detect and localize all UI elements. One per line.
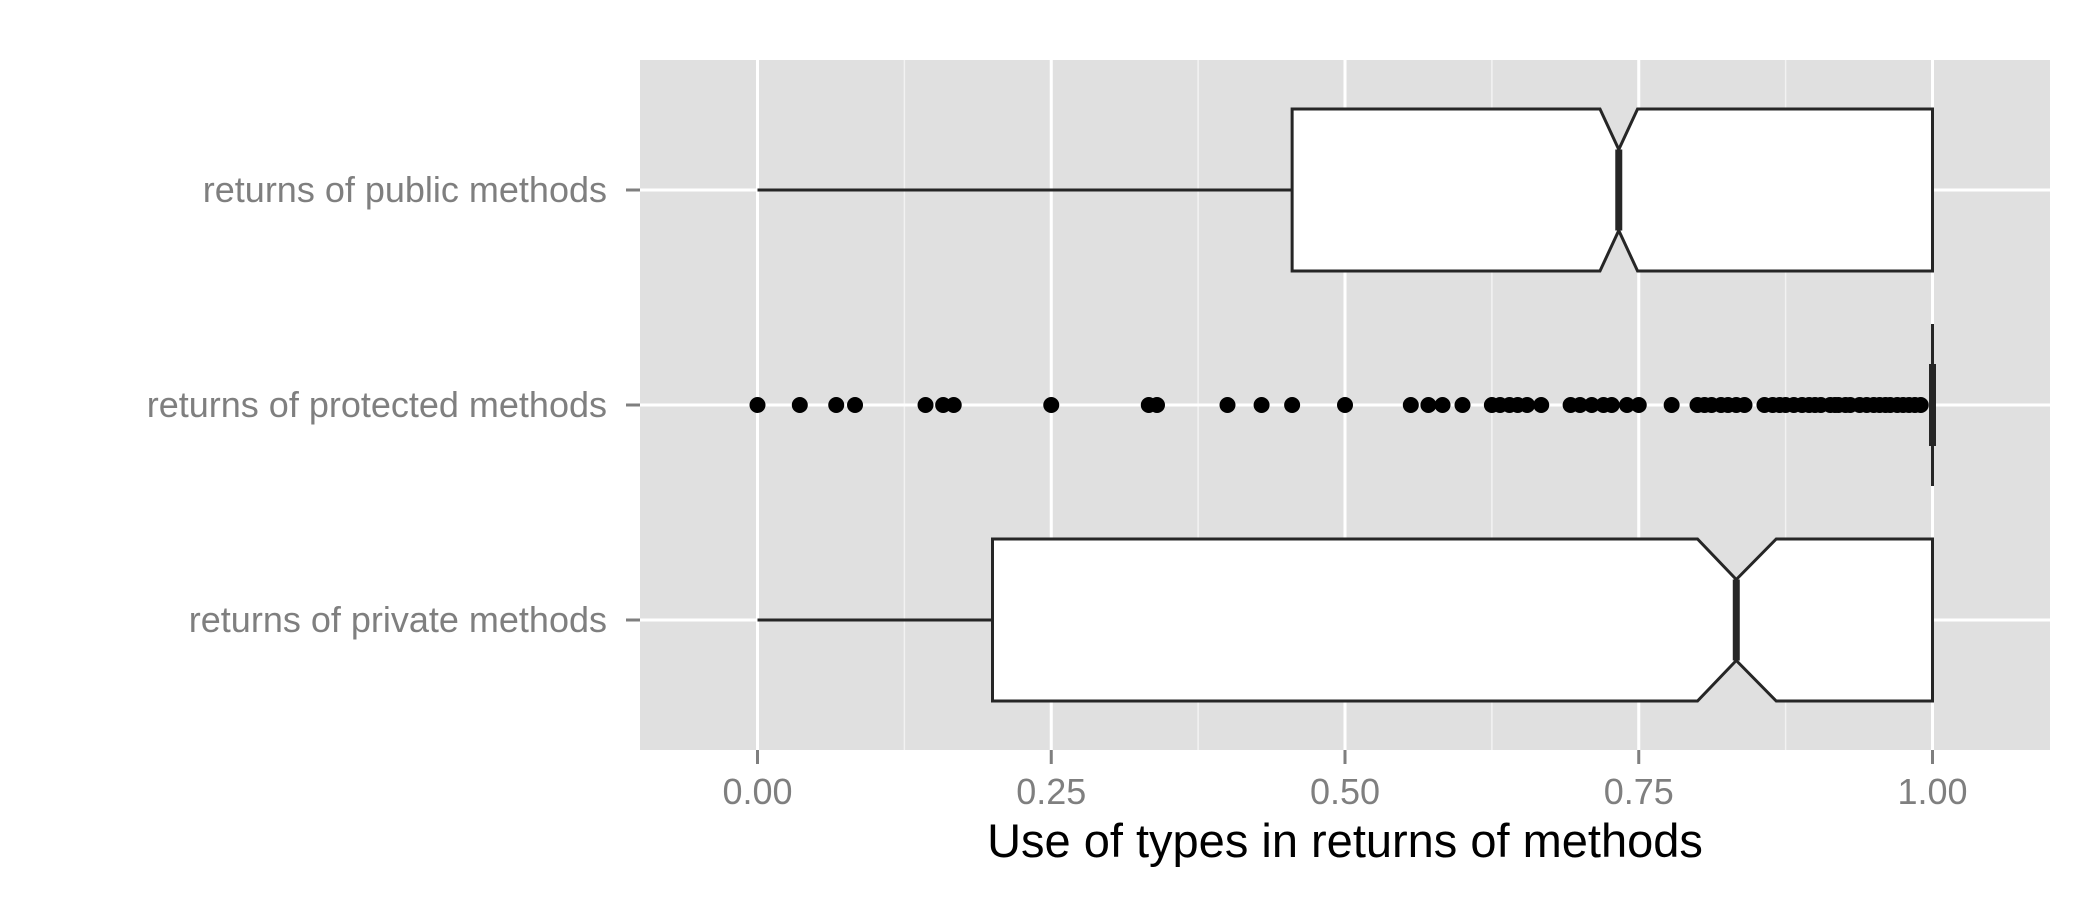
- outlier-point: [1619, 397, 1635, 413]
- outlier-point: [791, 397, 808, 413]
- x-axis-title: Use of types in returns of methods: [987, 814, 1703, 867]
- x-tick-label: 0.00: [722, 771, 792, 812]
- outlier-point: [847, 397, 864, 413]
- box-group: [757, 107, 1934, 273]
- box-body: [1290, 107, 1934, 273]
- outlier-point: [828, 397, 845, 413]
- outlier-point: [1149, 397, 1165, 413]
- outlier-point: [1572, 397, 1588, 413]
- outlier-point: [1253, 397, 1270, 413]
- outlier-point: [1603, 397, 1620, 413]
- outlier-point: [749, 397, 766, 413]
- box-body: [991, 537, 1934, 703]
- outlier-point: [1219, 397, 1236, 413]
- x-tick-label: 0.25: [1016, 771, 1086, 812]
- outlier-point: [1519, 397, 1536, 413]
- outlier-point: [1454, 397, 1471, 413]
- outlier-point: [1434, 397, 1451, 413]
- outlier-point: [1284, 397, 1301, 413]
- boxes-layer: [757, 107, 1936, 703]
- outlier-point: [1583, 397, 1600, 413]
- outlier-point: [1912, 397, 1929, 413]
- x-tick-label: 0.50: [1310, 771, 1380, 812]
- y-tick-label: returns of public methods: [203, 169, 607, 210]
- outlier-point: [1630, 397, 1647, 413]
- x-axis: 0.00 0.25 0.50 0.75 1.00: [722, 750, 1968, 812]
- y-tick-label: returns of protected methods: [147, 384, 607, 425]
- box-group: [757, 537, 1934, 703]
- outlier-point: [1043, 397, 1060, 413]
- outlier-point: [1533, 397, 1550, 413]
- y-tick-label: returns of private methods: [189, 599, 607, 640]
- outlier-point: [917, 397, 934, 413]
- outlier-point: [1337, 397, 1353, 413]
- outlier-point: [1402, 397, 1419, 413]
- x-tick-label: 0.75: [1604, 771, 1674, 812]
- outlier-point: [945, 397, 962, 413]
- outliers-layer: [749, 397, 1929, 413]
- outlier-point: [1736, 397, 1753, 413]
- outlier-point: [1420, 397, 1437, 413]
- x-tick-label: 1.00: [1897, 771, 1967, 812]
- outlier-point: [1663, 397, 1680, 413]
- y-axis: returns of public methods returns of prot…: [147, 169, 640, 640]
